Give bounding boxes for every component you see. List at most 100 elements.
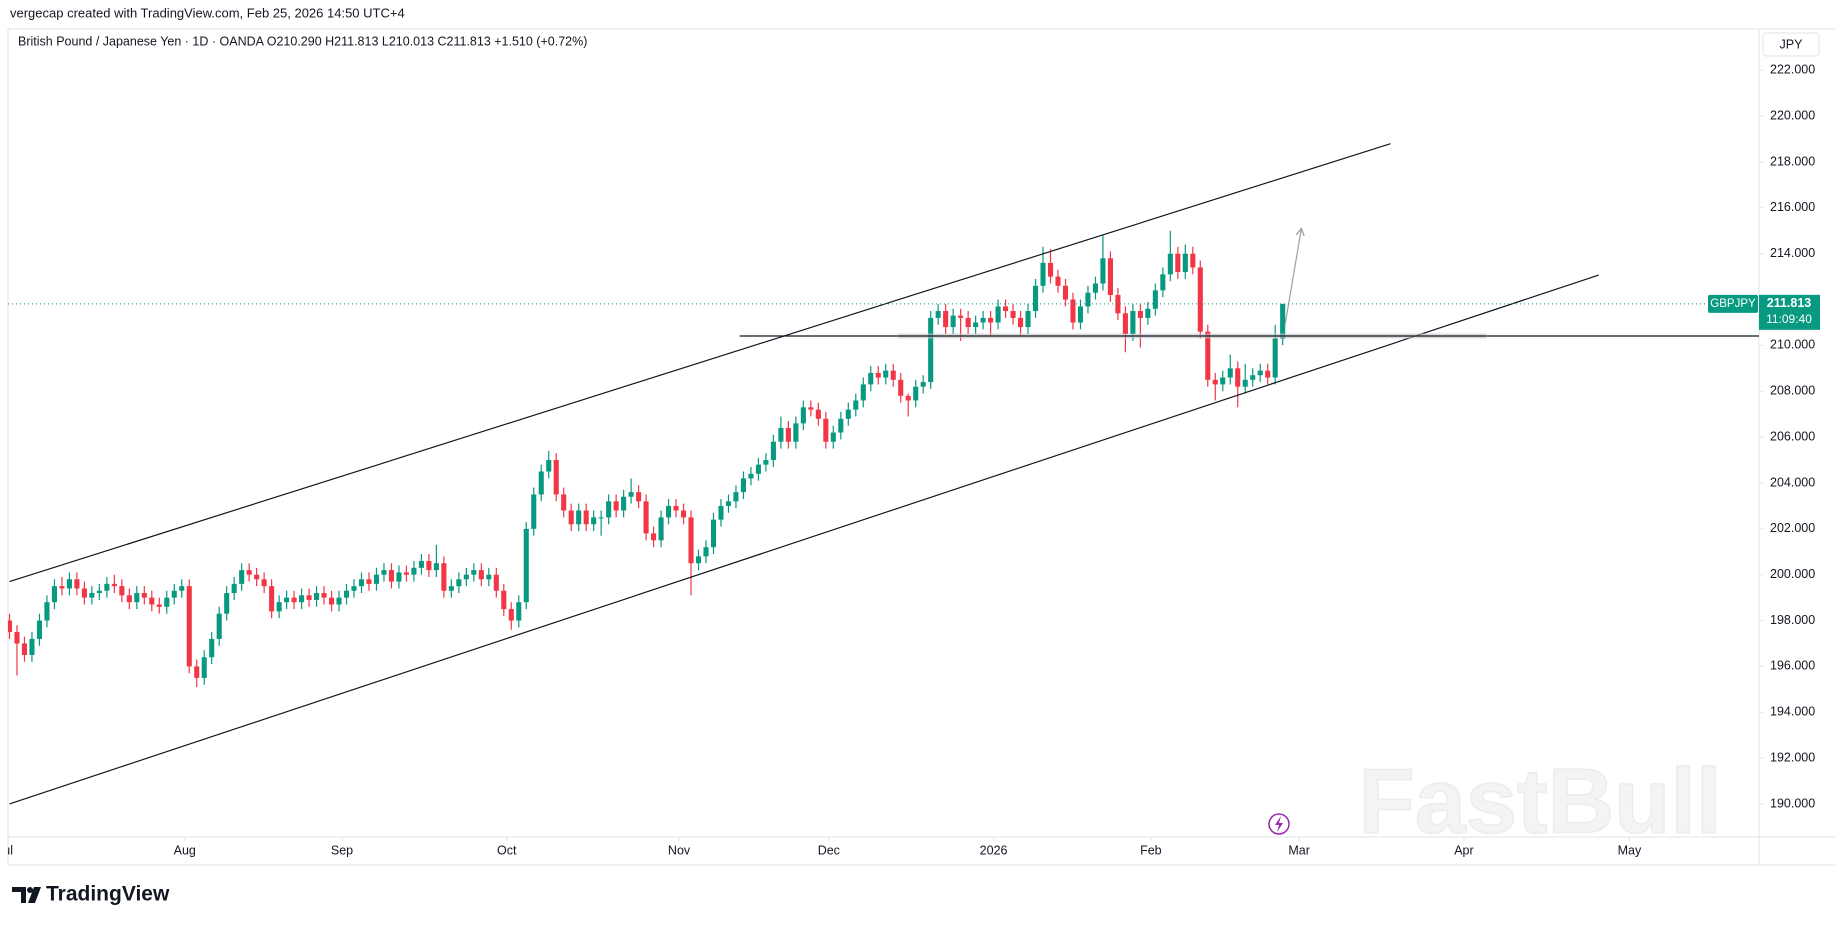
candle-body	[1152, 290, 1158, 309]
x-tick-label: Dec	[818, 843, 840, 857]
candle-body	[239, 570, 245, 584]
candle-body	[928, 317, 934, 383]
candle-body	[1077, 306, 1084, 323]
y-tick-label: 194.000	[1770, 705, 1815, 719]
candle-body	[1062, 285, 1069, 300]
candle-body	[718, 505, 724, 520]
y-tick-label: 198.000	[1770, 613, 1815, 627]
candle-body	[561, 494, 567, 511]
candle-body	[1250, 375, 1256, 380]
countdown: 11:09:40	[1766, 312, 1812, 326]
x-tick-label: May	[1618, 843, 1642, 857]
candle-body	[216, 613, 222, 639]
candle-body	[606, 501, 612, 518]
candle-body	[883, 370, 889, 378]
price-box	[1759, 294, 1820, 330]
candle-body	[66, 579, 72, 589]
candle-body	[838, 418, 844, 433]
candle-body	[935, 311, 941, 318]
y-tick-label: 210.000	[1770, 338, 1815, 352]
x-tick-label: Aug	[174, 843, 196, 857]
candle-body	[299, 595, 305, 603]
candle-body	[583, 510, 589, 525]
candle-body	[149, 597, 155, 605]
y-tick-label: 222.000	[1770, 63, 1815, 77]
logo-shape	[28, 887, 41, 903]
candle-body	[591, 517, 597, 525]
candle-body	[1160, 274, 1166, 291]
candle-body	[755, 464, 761, 474]
candle-body	[1085, 292, 1091, 307]
candle-body	[171, 590, 177, 598]
candle-body	[508, 609, 514, 621]
x-tick-label: Oct	[497, 843, 517, 857]
brand: TradingView	[46, 883, 170, 906]
candle-body	[516, 602, 522, 621]
candle-body	[306, 595, 312, 600]
candle-body	[1025, 311, 1031, 328]
candle-body	[793, 423, 799, 442]
x-tick-label: Feb	[1140, 843, 1162, 857]
candle-body	[770, 441, 776, 461]
candle-body	[314, 593, 320, 600]
candle-body	[898, 379, 904, 396]
candle-body	[29, 638, 35, 655]
candle-body	[59, 586, 65, 589]
candle-body	[1115, 294, 1121, 314]
candle-body	[628, 492, 634, 497]
currency-box[interactable]	[1762, 32, 1820, 57]
candle-body	[126, 595, 132, 603]
candle-body	[156, 604, 162, 607]
x-tick-label: Nov	[668, 843, 691, 857]
candle-body	[845, 409, 851, 419]
candle-body	[426, 560, 432, 571]
candle-body	[830, 432, 836, 442]
candle-body	[643, 501, 649, 534]
x-tick-label: Apr	[1454, 843, 1473, 857]
candle-body	[396, 572, 402, 582]
candle-body	[291, 597, 297, 603]
y-tick-label: 196.000	[1770, 659, 1815, 673]
y-tick-label: 206.000	[1770, 429, 1815, 443]
candle-body	[336, 597, 342, 605]
candle-body	[381, 570, 387, 575]
currency: JPY	[1780, 37, 1804, 51]
candle-body	[321, 593, 327, 598]
y-tick-label: 208.000	[1770, 384, 1815, 398]
candle-body	[224, 593, 230, 614]
candle-body	[328, 597, 335, 605]
candle-body	[973, 322, 979, 328]
candle-body	[965, 317, 971, 328]
candle-body	[1272, 338, 1278, 378]
candle-body	[651, 533, 657, 541]
candle-body	[868, 372, 874, 385]
y-tick-label: 204.000	[1770, 475, 1815, 489]
candle-body	[51, 586, 57, 603]
x-tick-label: 2026	[980, 843, 1008, 857]
candle-body	[568, 510, 574, 525]
candle-body	[1145, 308, 1151, 318]
candle-body	[493, 574, 499, 591]
x-tick-label: Sep	[331, 843, 353, 857]
candle-body	[1265, 370, 1271, 378]
candle-body	[1032, 285, 1039, 312]
candle-body	[21, 643, 28, 655]
candle-body	[576, 510, 582, 525]
candle-body	[523, 528, 529, 603]
candle-body	[141, 593, 147, 598]
candle-body	[1235, 368, 1241, 387]
candle-body	[875, 372, 881, 378]
candle-body	[658, 517, 664, 541]
candle-body	[373, 574, 380, 584]
candle-body	[538, 471, 544, 495]
credit: vergecap created with TradingView.com, F…	[10, 5, 405, 20]
candle-body	[823, 418, 829, 442]
candle-body	[733, 492, 739, 502]
candle-body	[598, 517, 604, 519]
plot	[8, 143, 1759, 805]
candle-body	[546, 460, 552, 472]
candle-body	[1205, 331, 1211, 380]
candle-body	[613, 501, 619, 511]
